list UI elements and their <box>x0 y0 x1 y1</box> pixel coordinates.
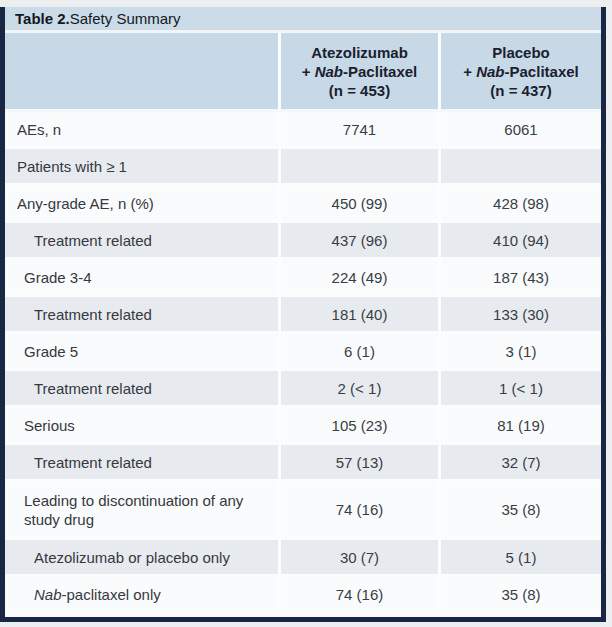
table-row-serious: Serious 105 (23) 81 (19) <box>5 408 601 445</box>
table-row-patients-with: Patients with ≥ 1 <box>5 149 601 186</box>
table-title-text: Safety Summary <box>70 10 181 27</box>
table-row-any-grade-ae: Any-grade AE, n (%) 450 (99) 428 (98) <box>5 186 601 223</box>
table-header-row: Atezolizumab + Nab-Paclitaxel (n = 453) … <box>5 33 601 112</box>
header-arm2-line2: + Nab-Paclitaxel <box>463 62 579 81</box>
table-row-grade-5: Grade 5 6 (1) 3 (1) <box>5 334 601 371</box>
table-title-number: Table 2. <box>15 10 70 27</box>
header-arm1-n: (n = 453) <box>329 81 390 100</box>
table-row-serious-treatment-related: Treatment related 57 (13) 32 (7) <box>5 445 601 482</box>
table-row-grade-3-4-treatment-related: Treatment related 181 (40) 133 (30) <box>5 297 601 334</box>
header-arm1-line2: + Nab-Paclitaxel <box>302 62 418 81</box>
header-arm2-line1: Placebo <box>492 43 550 62</box>
header-arm2-n: (n = 437) <box>490 81 551 100</box>
safety-summary-table: Table 2. Safety Summary Atezolizumab + N… <box>0 7 606 622</box>
table-row-grade-3-4: Grade 3-4 224 (49) 187 (43) <box>5 260 601 297</box>
header-cell-atezolizumab-arm: Atezolizumab + Nab-Paclitaxel (n = 453) <box>278 33 438 109</box>
header-cell-placebo-arm: Placebo + Nab-Paclitaxel (n = 437) <box>438 33 601 109</box>
header-arm1-line1: Atezolizumab <box>311 43 408 62</box>
table-row-grade-5-treatment-related: Treatment related 2 (< 1) 1 (< 1) <box>5 371 601 408</box>
table-row-any-grade-treatment-related: Treatment related 437 (96) 410 (94) <box>5 223 601 260</box>
table-row-leading-to-discontinuation: Leading to discontinuation of any study … <box>5 482 601 540</box>
header-cell-empty <box>5 33 278 109</box>
table-row-aes-n: AEs, n 7741 6061 <box>5 112 601 149</box>
table-title: Table 2. Safety Summary <box>5 7 601 33</box>
table-row-nab-paclitaxel-only: Nab-paclitaxel only 74 (16) 35 (8) <box>5 577 601 614</box>
table-row-atezolizumab-or-placebo-only: Atezolizumab or placebo only 30 (7) 5 (1… <box>5 540 601 577</box>
